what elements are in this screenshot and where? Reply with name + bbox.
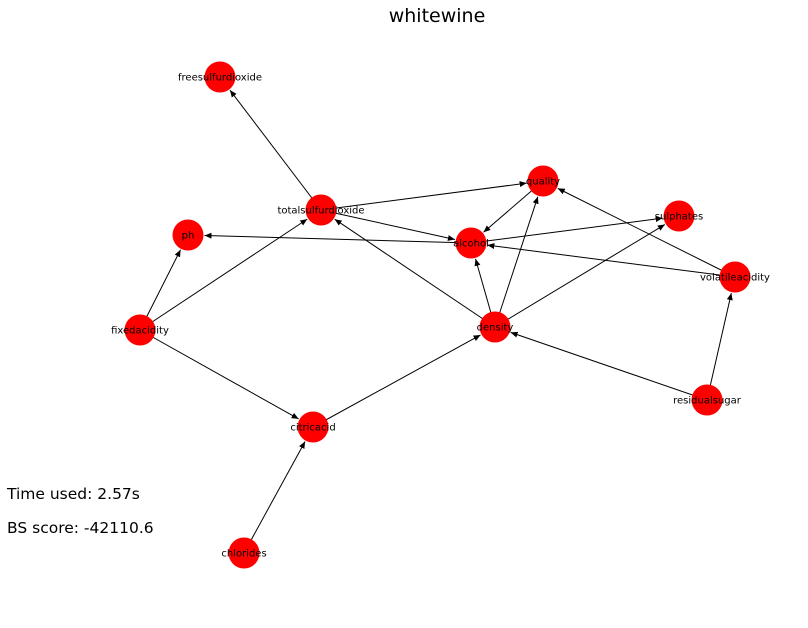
node-volatileacidity (719, 261, 751, 293)
time-used-text: Time used: 2.57s (7, 485, 140, 503)
bs-score-text: BS score: -42110.6 (7, 519, 154, 537)
node-label-density: density (477, 323, 514, 334)
node-freesulfurdioxide (204, 61, 236, 93)
node-chlorides (228, 537, 260, 569)
node-ph (172, 219, 204, 251)
node-label-sulphates: sulphates (655, 212, 703, 223)
edge-chlorides-to-citricacid (243, 441, 306, 554)
node-label-fixedacidity: fixedacidity (111, 326, 169, 337)
node-totalsulfurdioxide (305, 194, 337, 226)
edge-residualsugar-to-density (510, 331, 708, 401)
nodes-layer (124, 61, 751, 569)
chart-title: whitewine (389, 5, 486, 27)
edge-volatileacidity-to-quality (557, 187, 736, 278)
node-quality (527, 165, 559, 197)
node-fixedacidity (124, 314, 156, 346)
node-residualsugar (691, 384, 723, 416)
node-sulphates (663, 200, 695, 232)
edge-citricacid-to-density (312, 334, 481, 428)
edges-layer (139, 89, 736, 554)
edge-density-to-quality (494, 196, 539, 328)
node-label-citricacid: citricacid (290, 423, 335, 434)
edge-volatileacidity-to-alcohol (487, 243, 736, 278)
edge-totalsulfurdioxide-to-alcohol (320, 209, 455, 241)
edge-density-to-totalsulfurdioxide (334, 218, 496, 328)
labels-layer: freesulfurdioxide quality totalsulfurdioxi… (111, 73, 770, 560)
node-label-quality: quality (526, 177, 560, 188)
edge-totalsulfurdioxide-to-quality (320, 181, 527, 211)
node-label-residualsugar: residualsugar (673, 396, 742, 407)
node-label-freesulfurdioxide: freesulfurdioxide (178, 73, 262, 84)
edge-alcohol-to-sulphates (470, 216, 663, 244)
edge-residualsugar-to-volatileacidity (706, 292, 733, 401)
node-label-chlorides: chlorides (221, 549, 266, 560)
node-label-volatileacidity: volatileacidity (700, 273, 770, 284)
node-density (479, 311, 511, 343)
edge-totalsulfurdioxide-to-freesulfurdioxide (229, 89, 322, 211)
node-label-alcohol: alcohol (453, 239, 489, 250)
node-alcohol (455, 227, 487, 259)
edge-fixedacidity-to-citricacid (139, 329, 299, 420)
node-label-totalsulfurdioxide: totalsulfurdioxide (277, 206, 364, 217)
edge-density-to-sulphates (494, 224, 666, 328)
node-label-ph: ph (182, 231, 195, 242)
node-citricacid (297, 411, 329, 443)
edge-alcohol-to-ph (204, 232, 472, 244)
